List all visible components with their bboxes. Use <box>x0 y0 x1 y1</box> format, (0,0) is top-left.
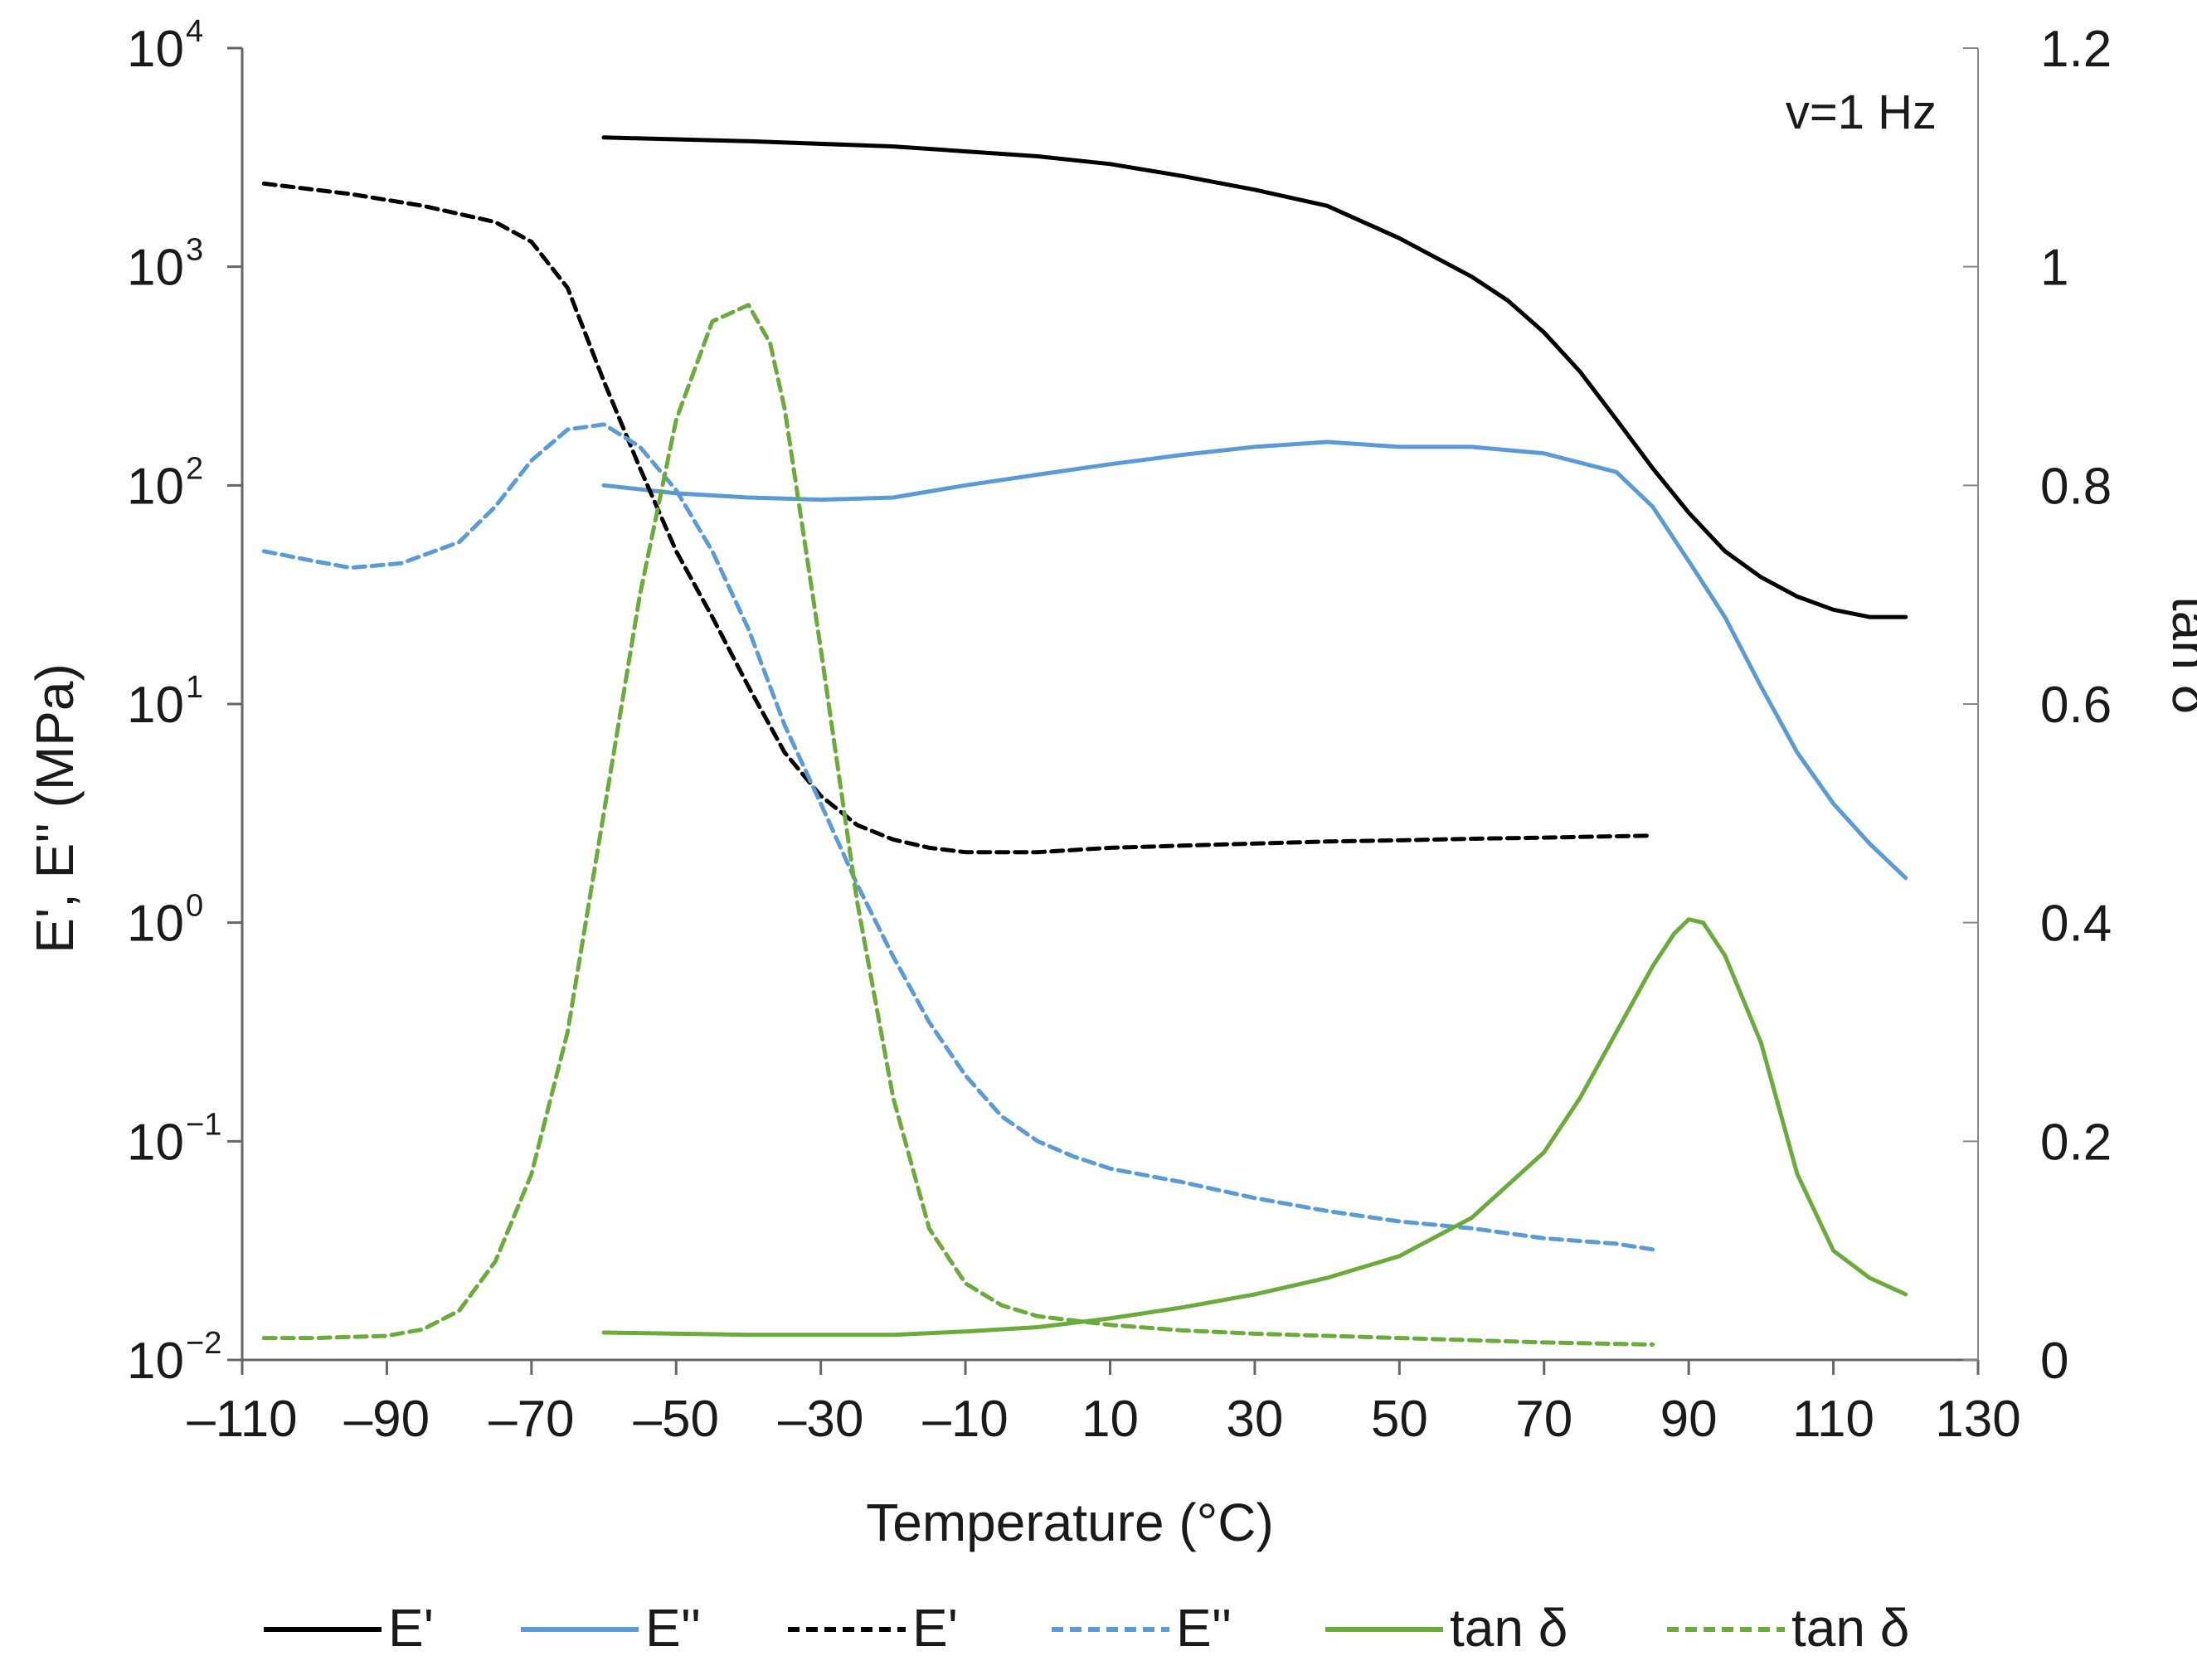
series-line-2 <box>601 439 1908 881</box>
x-tick-label: 110 <box>1792 1391 1874 1448</box>
x-tick-label: –10 <box>922 1391 1008 1448</box>
legend: E' E'' E' E'' tan δ tan δ <box>264 1598 1909 1658</box>
frequency-annotation: v=1 Hz <box>1786 85 1937 139</box>
x-tick-label: 30 <box>1226 1391 1283 1448</box>
x-tick-label: 70 <box>1515 1391 1572 1448</box>
x-tick-label: –50 <box>634 1391 719 1448</box>
y2-axis-ticks: 1.2 1 0.8 0.6 0.4 0.2 0 <box>1963 21 2112 1390</box>
y2-tick-label: 0.6 <box>2040 677 2112 734</box>
x-tick-label: –70 <box>488 1391 574 1448</box>
y-tick-label: 10 <box>127 1114 184 1171</box>
y2-axis-title: tan δ <box>2161 596 2197 714</box>
y-axis-title: E', E'' (MPa) <box>25 663 85 954</box>
legend-label: E'' <box>645 1598 701 1658</box>
legend-label: E'' <box>1176 1598 1232 1658</box>
y-tick-exponent: 2 <box>186 451 203 486</box>
y-tick-exponent: 4 <box>186 14 203 49</box>
x-tick-label: –90 <box>344 1391 430 1448</box>
y-tick-exponent: 3 <box>186 233 203 268</box>
series-line-1 <box>601 135 1908 619</box>
y-tick-exponent: −2 <box>186 1326 221 1361</box>
x-tick-label: –30 <box>778 1391 863 1448</box>
y-tick-label: 10 <box>127 240 184 297</box>
series-line-4 <box>261 422 1655 1252</box>
x-tick-label: 50 <box>1371 1391 1428 1448</box>
y-tick-label: 10 <box>127 896 184 953</box>
x-tick-label: –110 <box>187 1391 297 1448</box>
y-tick-label: 10 <box>127 21 184 78</box>
x-tick-label: 130 <box>1935 1391 2020 1448</box>
legend-label: tan δ <box>1791 1598 1909 1658</box>
legend-label: E' <box>912 1598 958 1658</box>
legend-label: E' <box>388 1598 434 1658</box>
series-layer <box>261 135 1908 1347</box>
y-tick-exponent: −1 <box>186 1107 221 1142</box>
y2-tick-label: 0.2 <box>2040 1114 2112 1171</box>
x-axis-ticks: –110 –90 –70 –50 –30 –10 10 30 50 70 90 110 130 <box>187 1360 2021 1448</box>
y2-tick-label: 1 <box>2040 240 2068 297</box>
x-axis-title: Temperature (°C) <box>866 1493 1274 1552</box>
series-line-5 <box>601 917 1908 1338</box>
x-tick-label: 90 <box>1660 1391 1718 1448</box>
y2-tick-label: 1.2 <box>2040 21 2112 78</box>
x-tick-label: 10 <box>1081 1391 1139 1448</box>
series-line-6 <box>261 303 1655 1347</box>
y-tick-label: 10 <box>127 458 184 515</box>
y-tick-label: 10 <box>127 677 184 734</box>
y2-tick-label: 0.8 <box>2040 458 2112 515</box>
y2-tick-label: 0.4 <box>2040 896 2112 953</box>
y-tick-exponent: 0 <box>186 889 203 924</box>
y2-tick-label: 0 <box>2040 1333 2068 1390</box>
y-tick-label: 10 <box>127 1333 184 1390</box>
legend-label: tan δ <box>1450 1598 1568 1658</box>
y-tick-exponent: 1 <box>186 670 203 705</box>
series-line-3 <box>261 181 1655 855</box>
